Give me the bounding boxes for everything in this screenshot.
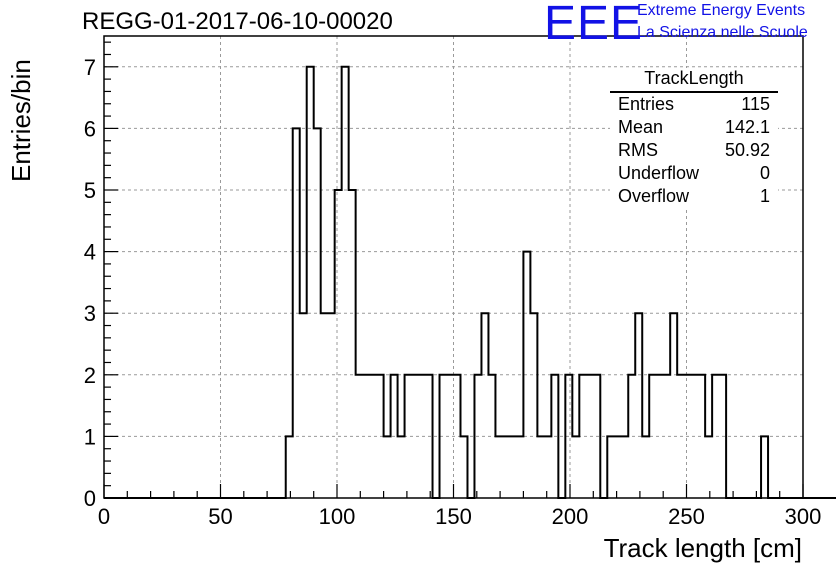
stats-box: TrackLength Entries 115 Mean 142.1 RMS 50.9… (610, 68, 778, 208)
stats-label: Overflow (618, 186, 690, 206)
stats-value: 50.92 (724, 140, 770, 160)
stats-label: Entries (618, 94, 675, 114)
x-tick-label: 250 (668, 504, 705, 529)
y-tick-label: 7 (84, 55, 96, 80)
y-tick-label: 0 (84, 486, 96, 511)
y-tick-label: 1 (84, 424, 96, 449)
logo-text-line1: Extreme Energy Events (637, 2, 806, 19)
stats-label: Underflow (618, 163, 700, 183)
histogram-line (104, 65, 836, 499)
y-axis-label: Entries/bin (6, 59, 36, 182)
x-tick-label: 200 (552, 504, 589, 529)
logo-text-line2: La Scienza nelle Scuole (637, 24, 808, 41)
stats-row-mean: Mean 142.1 (610, 116, 778, 139)
stats-row-underflow: Underflow 0 (610, 162, 778, 185)
y-tick-label: 5 (84, 178, 96, 203)
x-tick-label: 100 (319, 504, 356, 529)
stats-value: 1 (759, 186, 770, 206)
eee-logo-mark: EEE (544, 0, 644, 50)
stats-title: TrackLength (610, 68, 778, 93)
stats-row-entries: Entries 115 (610, 93, 778, 116)
stats-label: Mean (618, 117, 664, 137)
y-tick-label: 4 (84, 240, 96, 265)
stats-value: 0 (759, 163, 770, 183)
x-axis-label: Track length [cm] (603, 533, 802, 563)
stats-row-overflow: Overflow 1 (610, 185, 778, 208)
x-tick-label: 50 (208, 504, 232, 529)
y-tick-label: 3 (84, 301, 96, 326)
x-tick-label: 0 (98, 504, 110, 529)
x-tick-label: 300 (785, 504, 822, 529)
y-tick-label: 6 (84, 116, 96, 141)
stats-label: RMS (618, 140, 658, 160)
x-tick-label: 150 (435, 504, 472, 529)
y-tick-label: 2 (84, 363, 96, 388)
chart-title: REGG-01-2017-06-10-00020 (82, 8, 393, 35)
stats-value: 115 (741, 94, 770, 114)
stats-value: 142.1 (724, 117, 770, 137)
stats-row-rms: RMS 50.92 (610, 139, 778, 162)
